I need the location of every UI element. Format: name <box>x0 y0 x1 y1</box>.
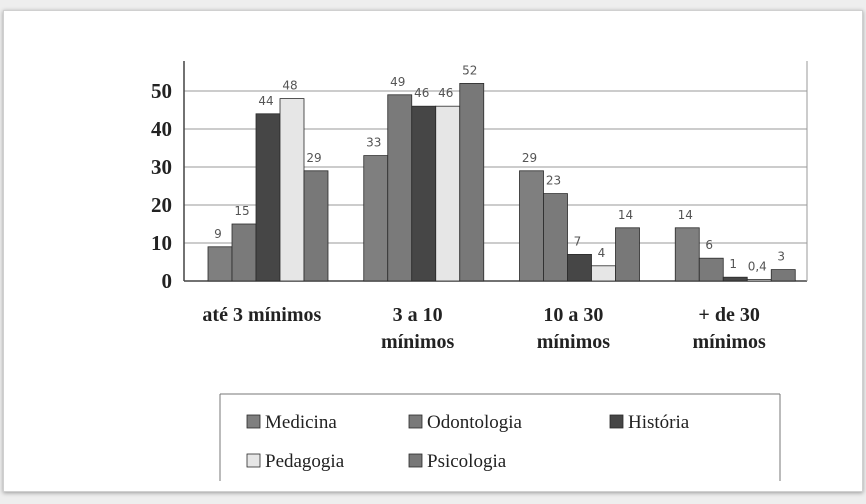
bar <box>770 269 796 282</box>
data-label: 49 <box>390 75 405 89</box>
data-label: 7 <box>574 234 582 248</box>
bar <box>615 227 640 282</box>
x-category-label: + de 30 <box>698 304 759 326</box>
bar <box>279 98 305 282</box>
bar <box>411 105 437 282</box>
y-tick-label: 20 <box>151 193 172 217</box>
legend-swatch <box>246 414 261 429</box>
bar <box>543 193 568 282</box>
bar <box>519 170 544 282</box>
chart-frame: 0 10 20 30 40 50 60 9 15 44 48 29 até 3 mínimos 33 49 4… <box>3 10 863 492</box>
data-label: 33 <box>366 136 381 150</box>
data-label: 9 <box>214 227 222 241</box>
data-label: 6 <box>705 238 713 252</box>
bar <box>591 265 616 282</box>
bar <box>746 279 772 282</box>
bar <box>435 105 461 282</box>
bar <box>459 83 485 282</box>
data-label: 46 <box>438 86 453 100</box>
legend-label: História <box>628 412 690 433</box>
bar <box>363 155 389 282</box>
data-label: 3 <box>777 250 785 264</box>
bar <box>698 257 724 282</box>
data-label: 52 <box>462 63 477 77</box>
y-tick-label: 60 <box>151 41 172 65</box>
x-category-label: mínimos <box>381 331 455 353</box>
bar <box>567 253 592 282</box>
bar <box>722 276 748 282</box>
data-label: 14 <box>618 208 633 222</box>
legend-label: Psicologia <box>427 451 507 472</box>
legend-label: Pedagogia <box>265 451 345 472</box>
legend-label: Odontologia <box>427 412 523 433</box>
legend-swatch <box>609 414 624 429</box>
x-category-label: mínimos <box>537 331 611 353</box>
bar <box>255 113 281 282</box>
x-category-label: até 3 mínimos <box>202 304 321 326</box>
bar <box>303 170 329 282</box>
x-category-label: mínimos <box>692 331 766 353</box>
bar <box>231 223 257 282</box>
data-label: 0,4 <box>748 259 767 273</box>
data-label: 15 <box>234 204 249 218</box>
legend-swatch <box>408 453 423 468</box>
y-tick-label: 0 <box>162 269 173 293</box>
bar <box>207 246 233 282</box>
y-tick-label: 10 <box>151 231 172 255</box>
data-label: 23 <box>546 174 561 188</box>
data-label: 14 <box>678 208 693 222</box>
legend-swatch <box>246 453 261 468</box>
x-category-label: 3 a 10 <box>393 304 443 326</box>
data-label: 1 <box>729 257 737 271</box>
legend-label: Medicina <box>265 412 337 433</box>
data-label: 44 <box>258 94 273 108</box>
x-category-label: 10 a 30 <box>543 304 603 326</box>
data-label: 4 <box>598 246 606 260</box>
data-label: 46 <box>414 86 429 100</box>
y-tick-label: 40 <box>151 117 172 141</box>
y-tick-label: 30 <box>151 155 172 179</box>
bar <box>387 94 413 282</box>
y-tick-label: 50 <box>151 79 172 103</box>
bar-chart: 0 10 20 30 40 50 60 9 15 44 48 29 até 3 mínimos 33 49 4… <box>151 41 808 481</box>
data-label: 29 <box>306 151 321 165</box>
data-label: 29 <box>522 151 537 165</box>
bar <box>674 227 700 282</box>
legend-swatch <box>408 414 423 429</box>
data-label: 48 <box>282 79 297 93</box>
